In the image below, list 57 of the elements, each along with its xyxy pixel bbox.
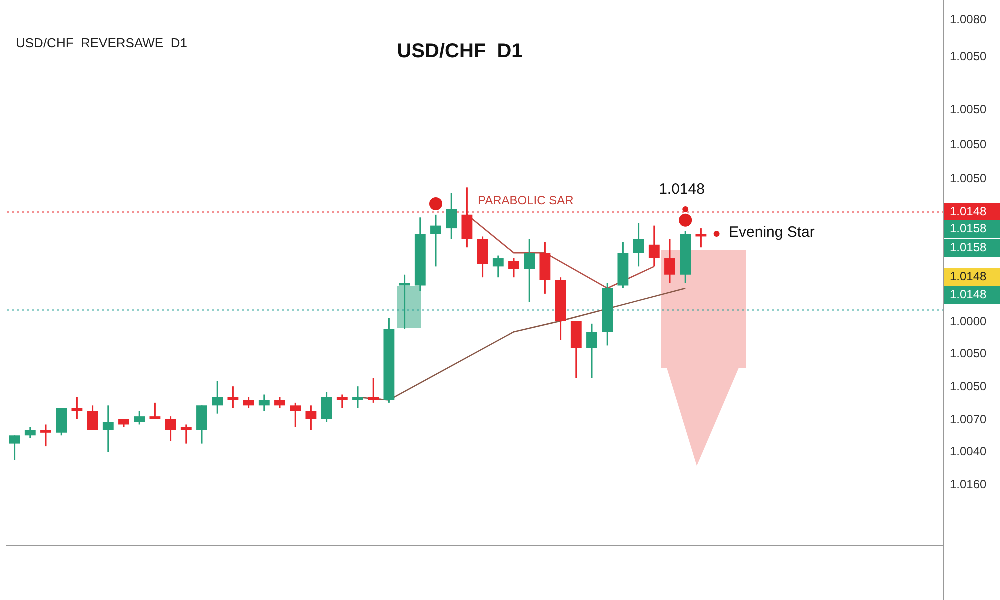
- candlestick: [306, 404, 317, 431]
- candlestick: [274, 396, 286, 410]
- text: 1.0050: [950, 49, 988, 64]
- text: 1.0148: [950, 204, 988, 218]
- point: [682, 206, 689, 212]
- chart-title: USD/CHF D1: [397, 40, 523, 63]
- text: 1.0158: [950, 240, 988, 254]
- annotation: Evening Star: [729, 224, 815, 242]
- point: [430, 198, 442, 211]
- annotation: 1.0148: [659, 181, 705, 198]
- candlestick: [508, 258, 520, 278]
- candlestick: [696, 228, 707, 248]
- candlestick: [399, 274, 410, 330]
- text: 1.0050: [950, 171, 988, 186]
- candlestick: [134, 410, 146, 426]
- text: 1.0148: [950, 287, 988, 302]
- annotation: PARABOLIC SAR: [478, 193, 574, 208]
- candlestick: [258, 394, 270, 412]
- point: [679, 214, 692, 227]
- candlestick: [446, 192, 458, 240]
- text: 1.0050: [950, 102, 988, 116]
- text: 1.0050: [950, 379, 988, 394]
- point: [714, 230, 720, 237]
- candlestick: [648, 225, 660, 268]
- candlestick: [72, 396, 83, 420]
- candlestick: [180, 424, 192, 445]
- candlestick: [524, 238, 536, 303]
- candlestick: [212, 380, 224, 415]
- text: 1.0158: [950, 221, 988, 236]
- candlestick: [321, 391, 332, 423]
- candlestick: [165, 416, 176, 442]
- candlestick: [102, 404, 114, 453]
- candlestick: [40, 424, 52, 448]
- candlestick: [430, 214, 442, 268]
- candlestick: [24, 426, 36, 440]
- text: 1.0040: [950, 444, 988, 458]
- candlestick: [664, 238, 676, 284]
- text: 1.0050: [950, 137, 988, 152]
- text: 1.0080: [950, 12, 988, 26]
- chart-subtitle: USD/CHF REVERSAWE D1: [16, 36, 188, 51]
- candlestick: [633, 222, 644, 268]
- candlestick: [243, 396, 254, 410]
- candlestick: [150, 402, 161, 420]
- text: 1.0148: [950, 269, 988, 284]
- candlestick: [87, 404, 98, 431]
- candlestick: [9, 434, 20, 461]
- candlestick: [586, 323, 598, 380]
- text: 1.0070: [950, 412, 988, 426]
- candlestick: [492, 255, 504, 278]
- text: 1.0160: [950, 477, 988, 492]
- candlestick: [290, 402, 302, 428]
- candlestick: [352, 386, 364, 410]
- candlestick: [368, 378, 380, 404]
- text: 1.0050: [950, 346, 988, 360]
- text: 1.0000: [950, 314, 988, 328]
- candlestick: [336, 394, 348, 410]
- candlestick: [228, 386, 239, 410]
